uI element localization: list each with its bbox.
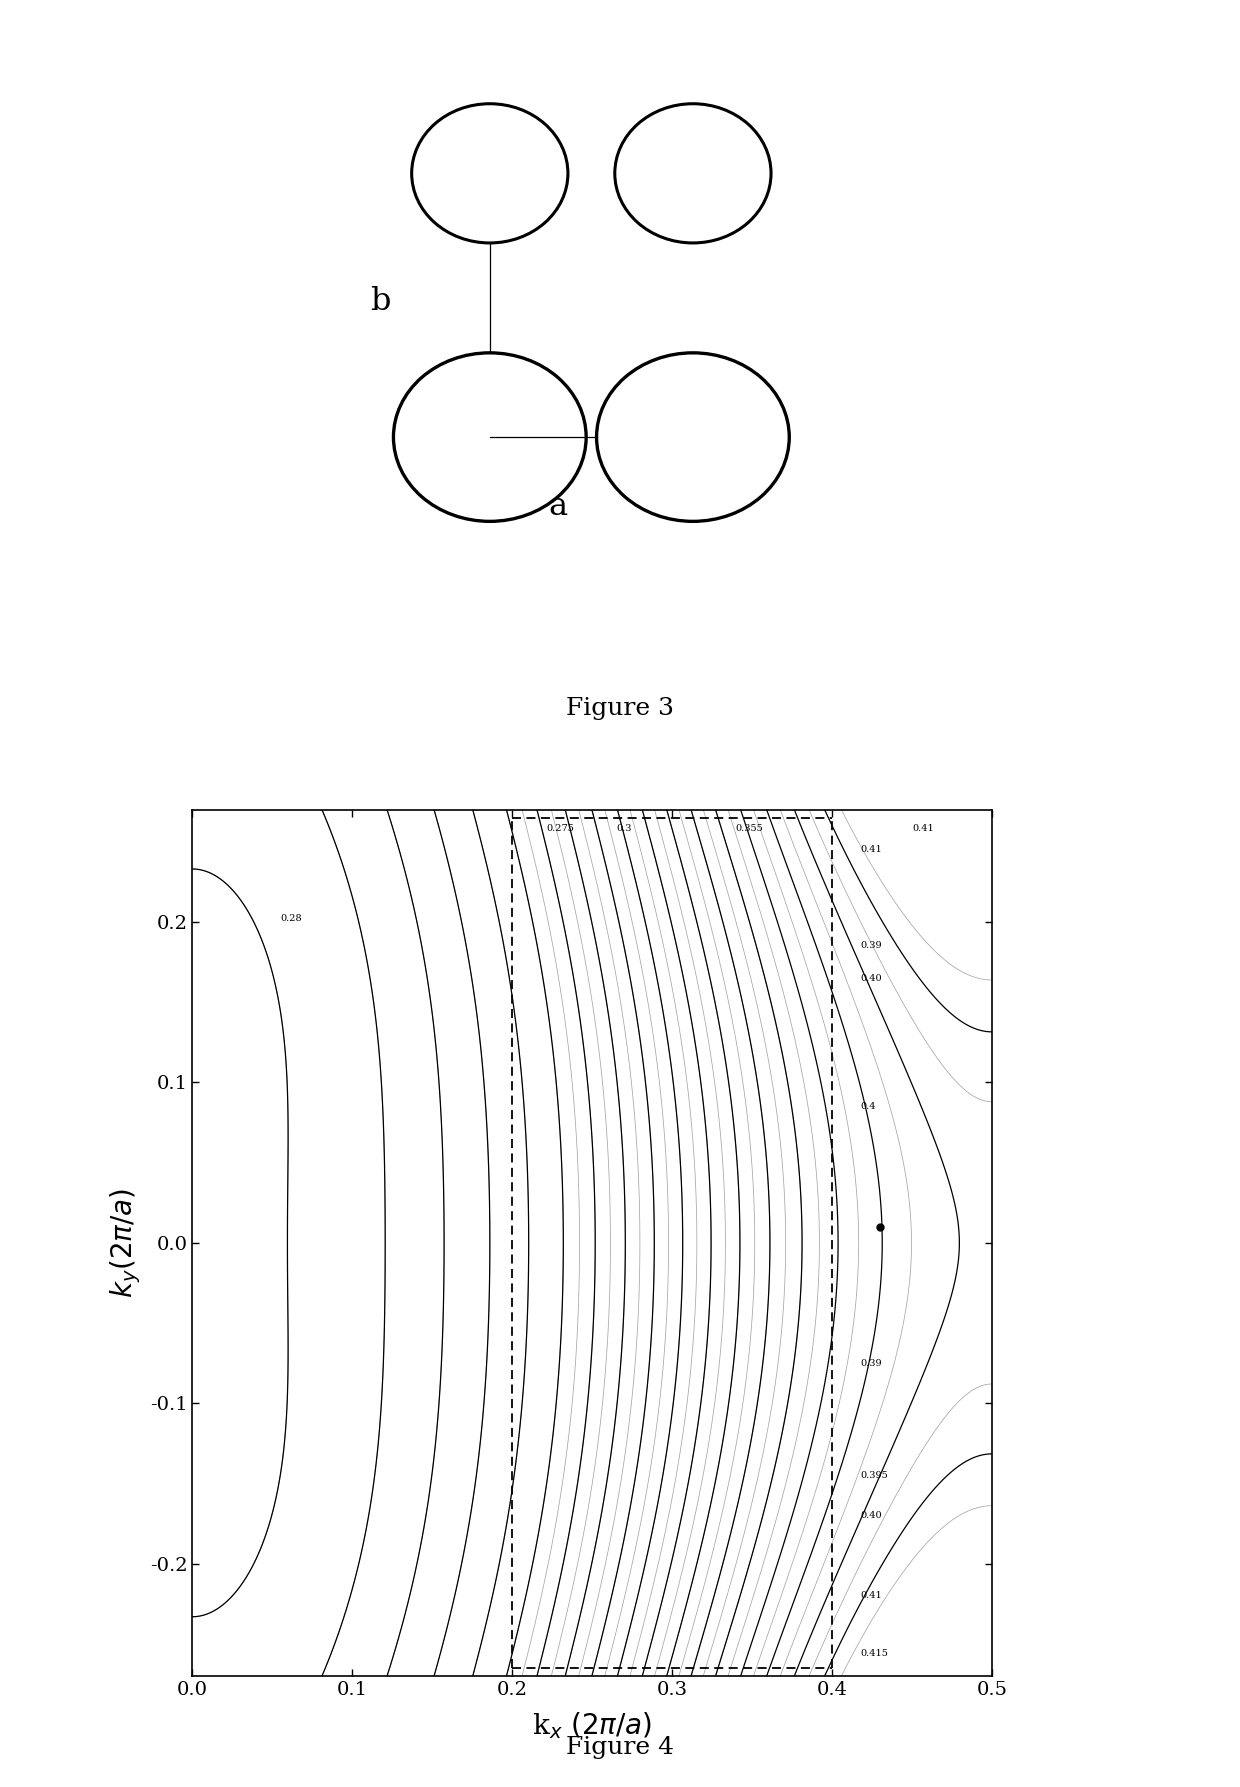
Text: 0.41: 0.41	[861, 845, 883, 854]
Text: 0.40: 0.40	[861, 974, 883, 983]
Text: 0.355: 0.355	[735, 824, 763, 833]
Y-axis label: $k_y(2\pi/a)$: $k_y(2\pi/a)$	[108, 1188, 143, 1297]
Text: a: a	[548, 491, 567, 522]
Text: 0.395: 0.395	[861, 1471, 889, 1480]
Text: 0.41: 0.41	[861, 1592, 883, 1601]
Text: 0.3: 0.3	[616, 824, 632, 833]
Text: 0.41: 0.41	[913, 824, 934, 833]
Text: 0.28: 0.28	[280, 915, 303, 924]
Text: 0.39: 0.39	[861, 942, 883, 951]
Text: 0.40: 0.40	[861, 1512, 883, 1521]
Text: Figure 3: Figure 3	[565, 697, 675, 720]
Text: 0.275: 0.275	[546, 824, 574, 833]
Text: 0.4: 0.4	[861, 1103, 877, 1112]
Text: Figure 4: Figure 4	[565, 1737, 675, 1758]
Text: 0.39: 0.39	[861, 1358, 883, 1367]
Text: b: b	[371, 286, 391, 316]
Text: 0.415: 0.415	[861, 1649, 889, 1658]
X-axis label: k$_x$ $(2\pi/a)$: k$_x$ $(2\pi/a)$	[532, 1710, 652, 1741]
